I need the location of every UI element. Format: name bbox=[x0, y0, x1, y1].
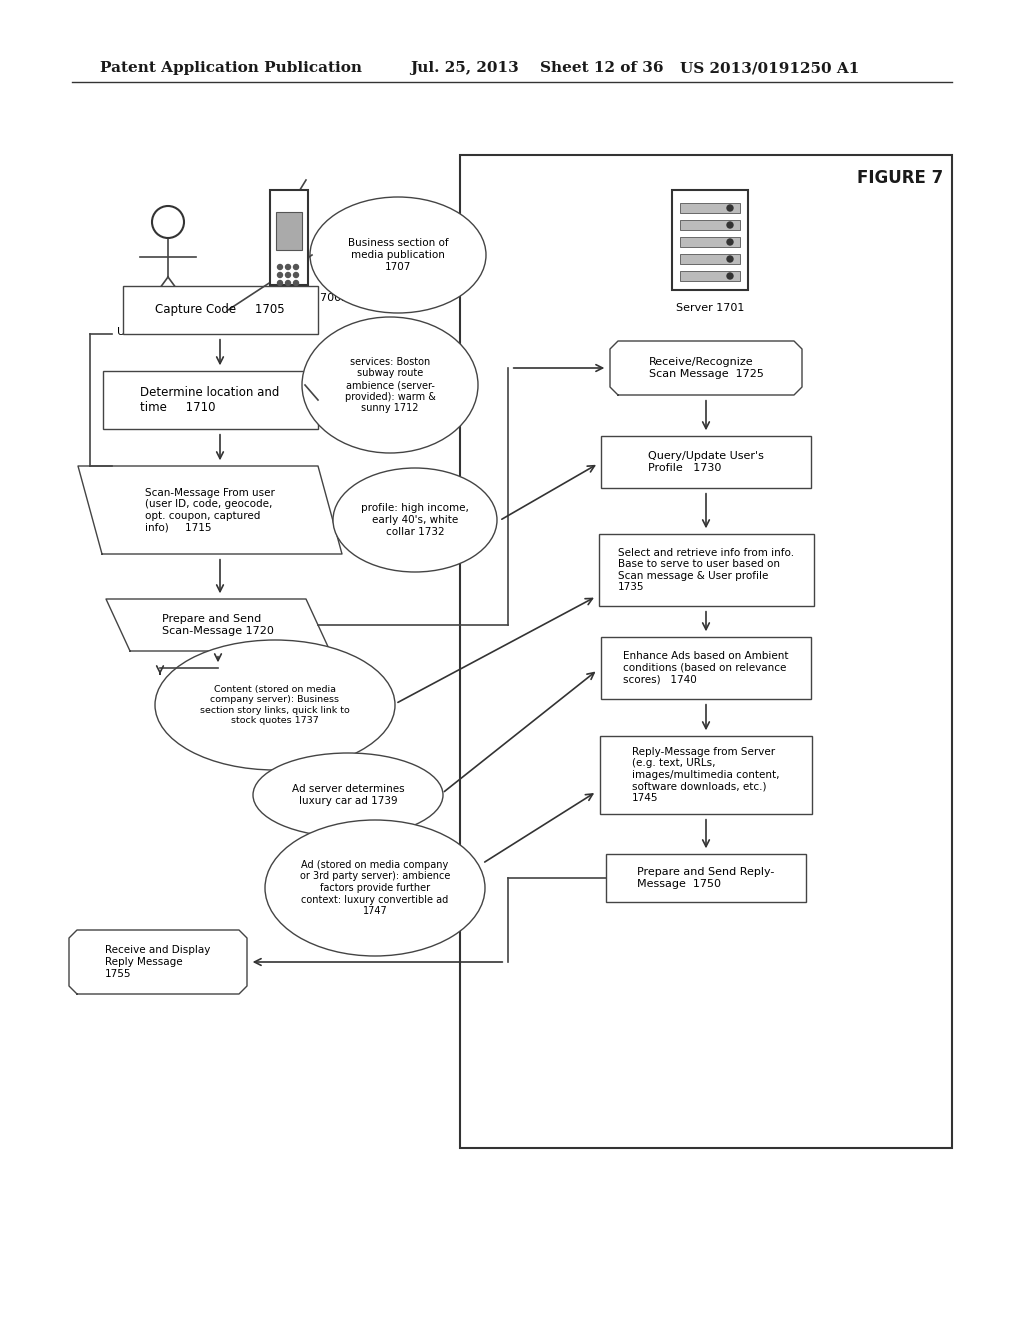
Polygon shape bbox=[78, 466, 342, 554]
Polygon shape bbox=[106, 599, 330, 651]
Bar bbox=[672, 190, 748, 290]
Ellipse shape bbox=[302, 317, 478, 453]
Bar bbox=[598, 535, 813, 606]
Bar bbox=[600, 737, 812, 814]
Text: Prepare and Send
Scan-Message 1720: Prepare and Send Scan-Message 1720 bbox=[162, 614, 274, 636]
Text: Ad (stored on media company
or 3rd party server): ambience
factors provide furth: Ad (stored on media company or 3rd party… bbox=[300, 859, 451, 916]
Text: User    1700a: User 1700a bbox=[117, 327, 191, 337]
Text: Query/Update User's
Profile   1730: Query/Update User's Profile 1730 bbox=[648, 451, 764, 473]
Bar bbox=[460, 154, 952, 1148]
Text: Cell Phone  1700b: Cell Phone 1700b bbox=[248, 293, 348, 304]
Circle shape bbox=[278, 272, 283, 277]
Text: Content (stored on media
company server): Business
section story links, quick li: Content (stored on media company server)… bbox=[200, 685, 350, 725]
Bar bbox=[680, 253, 740, 264]
Text: Receive and Display
Reply Message
1755: Receive and Display Reply Message 1755 bbox=[105, 945, 211, 978]
Text: Capture Code     1705: Capture Code 1705 bbox=[156, 304, 285, 317]
Circle shape bbox=[727, 205, 733, 211]
Bar bbox=[680, 220, 740, 230]
Circle shape bbox=[294, 264, 299, 269]
Ellipse shape bbox=[253, 752, 443, 837]
Circle shape bbox=[278, 264, 283, 269]
Bar bbox=[680, 238, 740, 247]
Text: Patent Application Publication: Patent Application Publication bbox=[100, 61, 362, 75]
Text: Scan-Message From user
(user ID, code, geocode,
opt. coupon, captured
info)     : Scan-Message From user (user ID, code, g… bbox=[145, 487, 274, 532]
Circle shape bbox=[727, 222, 733, 228]
Bar bbox=[601, 436, 811, 488]
Text: Determine location and
time     1710: Determine location and time 1710 bbox=[140, 385, 280, 414]
Ellipse shape bbox=[333, 469, 497, 572]
Text: profile: high income,
early 40's, white
collar 1732: profile: high income, early 40's, white … bbox=[361, 503, 469, 537]
Text: Server 1701: Server 1701 bbox=[676, 304, 744, 313]
Text: Receive/Recognize
Scan Message  1725: Receive/Recognize Scan Message 1725 bbox=[648, 358, 764, 379]
Text: US 2013/0191250 A1: US 2013/0191250 A1 bbox=[680, 61, 859, 75]
Circle shape bbox=[727, 273, 733, 279]
Circle shape bbox=[286, 272, 291, 277]
Text: Sheet 12 of 36: Sheet 12 of 36 bbox=[540, 61, 664, 75]
Bar bbox=[276, 213, 302, 249]
Text: Select and retrieve info from info.
Base to serve to user based on
Scan message : Select and retrieve info from info. Base… bbox=[617, 548, 794, 593]
Bar bbox=[680, 271, 740, 281]
Text: Reply-Message from Server
(e.g. text, URLs,
images/multimedia content,
software : Reply-Message from Server (e.g. text, UR… bbox=[632, 747, 779, 803]
Text: FIGURE 7: FIGURE 7 bbox=[857, 169, 943, 187]
Bar bbox=[102, 371, 317, 429]
Text: Ad server determines
luxury car ad 1739: Ad server determines luxury car ad 1739 bbox=[292, 784, 404, 805]
Circle shape bbox=[278, 281, 283, 285]
Circle shape bbox=[152, 206, 184, 238]
Ellipse shape bbox=[265, 820, 485, 956]
Ellipse shape bbox=[310, 197, 486, 313]
Text: Prepare and Send Reply-
Message  1750: Prepare and Send Reply- Message 1750 bbox=[637, 867, 775, 888]
Circle shape bbox=[286, 281, 291, 285]
Text: Enhance Ads based on Ambient
conditions (based on relevance
scores)   1740: Enhance Ads based on Ambient conditions … bbox=[624, 651, 788, 685]
Circle shape bbox=[286, 264, 291, 269]
Ellipse shape bbox=[155, 640, 395, 770]
Bar bbox=[270, 190, 308, 285]
Polygon shape bbox=[610, 341, 802, 395]
Circle shape bbox=[727, 239, 733, 246]
Circle shape bbox=[727, 256, 733, 261]
Bar bbox=[680, 203, 740, 213]
Bar bbox=[123, 286, 317, 334]
Text: services: Boston
subway route
ambience (server-
provided): warm &
sunny 1712: services: Boston subway route ambience (… bbox=[344, 356, 435, 413]
Circle shape bbox=[294, 272, 299, 277]
Circle shape bbox=[294, 281, 299, 285]
Polygon shape bbox=[69, 931, 247, 994]
Text: Jul. 25, 2013: Jul. 25, 2013 bbox=[410, 61, 519, 75]
Text: Business section of
media publication
1707: Business section of media publication 17… bbox=[348, 239, 449, 272]
Bar bbox=[606, 854, 806, 902]
Bar bbox=[601, 638, 811, 700]
